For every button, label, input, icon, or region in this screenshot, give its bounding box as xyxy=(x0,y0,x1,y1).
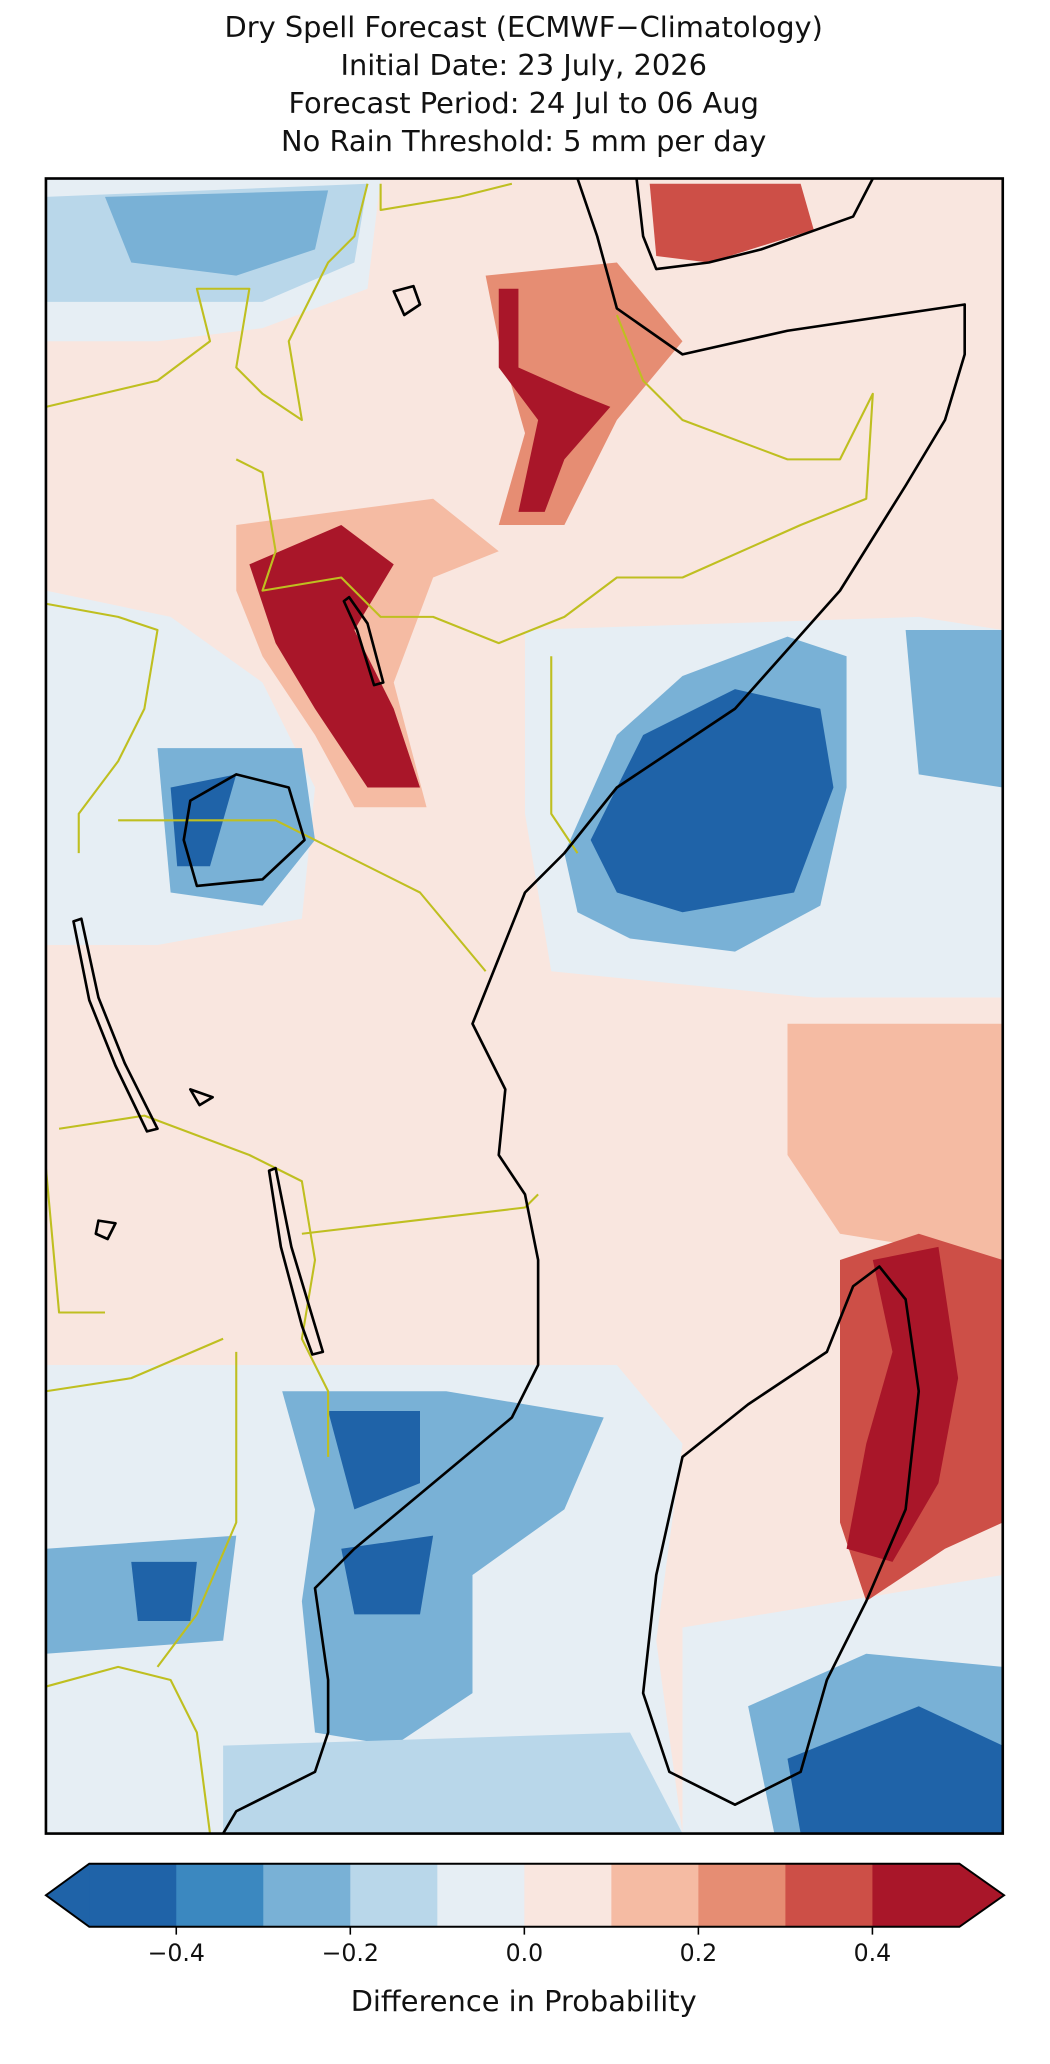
field-patch xyxy=(787,1023,1003,1261)
title-line: Forecast Period: 24 Jul to 06 Aug xyxy=(288,86,758,120)
colorbar-outline xyxy=(44,1862,1006,1928)
field-patch xyxy=(105,190,329,276)
colorbar-tick-label: 0.2 xyxy=(680,1939,718,1967)
colorbar: −0.4 −0.2 0.0 0.2 0.4 Difference in Probabili… xyxy=(44,1862,1006,2018)
border-line xyxy=(45,602,487,972)
colorbar-segment xyxy=(263,1863,351,1927)
colorbar-tick-label: 0.4 xyxy=(854,1939,892,1967)
title-line: Dry Spell Forecast (ECMWF−Climatology) xyxy=(224,10,822,44)
colorbar-segment xyxy=(698,1863,787,1927)
field-patch xyxy=(590,689,834,913)
lake-outline xyxy=(342,595,385,687)
field-patch xyxy=(249,525,420,788)
field-patch xyxy=(498,288,611,512)
colorbar-tick-label: −0.4 xyxy=(148,1939,205,1967)
field-patch xyxy=(131,1561,197,1621)
colorbar-label: Difference in Probability xyxy=(351,1984,697,2018)
map-frame xyxy=(44,177,1005,1835)
colorbar-segment xyxy=(785,1863,874,1927)
title-line: No Rain Threshold: 5 mm per day xyxy=(281,124,766,158)
border-line xyxy=(45,182,513,422)
colorbar-segment xyxy=(611,1863,700,1927)
field-patch xyxy=(787,1706,1003,1834)
colorbar-segment xyxy=(872,1863,961,1927)
colorbar-extend-max xyxy=(958,1863,1005,1927)
colorbar-segment xyxy=(176,1863,264,1927)
field-patch xyxy=(905,630,1003,788)
coastline xyxy=(635,178,874,271)
colorbar-segment xyxy=(350,1863,438,1927)
colorbar-tick-label: 0.0 xyxy=(506,1939,544,1967)
lake-outline xyxy=(72,917,159,1133)
lake-outline xyxy=(267,1166,325,1356)
colorbar-extend-min xyxy=(45,1863,90,1927)
colorbar-segment xyxy=(524,1863,613,1927)
coastline xyxy=(221,178,966,1834)
colorbar-segment xyxy=(89,1863,177,1927)
border-line xyxy=(45,1351,238,1834)
map-field xyxy=(45,178,1003,1834)
field-patch xyxy=(223,1732,683,1834)
lake-outline xyxy=(182,773,306,888)
field-patch xyxy=(846,1246,959,1562)
title-block: Dry Spell Forecast (ECMWF−Climatology) In… xyxy=(224,10,822,158)
coastline xyxy=(641,1265,921,1807)
lake-outline xyxy=(94,284,422,1241)
field-patch xyxy=(649,183,814,263)
colorbar-segment xyxy=(437,1863,525,1927)
border-line xyxy=(235,314,874,645)
colorbar-tick-label: −0.2 xyxy=(322,1939,379,1967)
border-line xyxy=(45,656,579,1457)
title-line: Initial Date: 23 July, 2026 xyxy=(340,48,706,82)
field-patch xyxy=(328,1410,434,1615)
